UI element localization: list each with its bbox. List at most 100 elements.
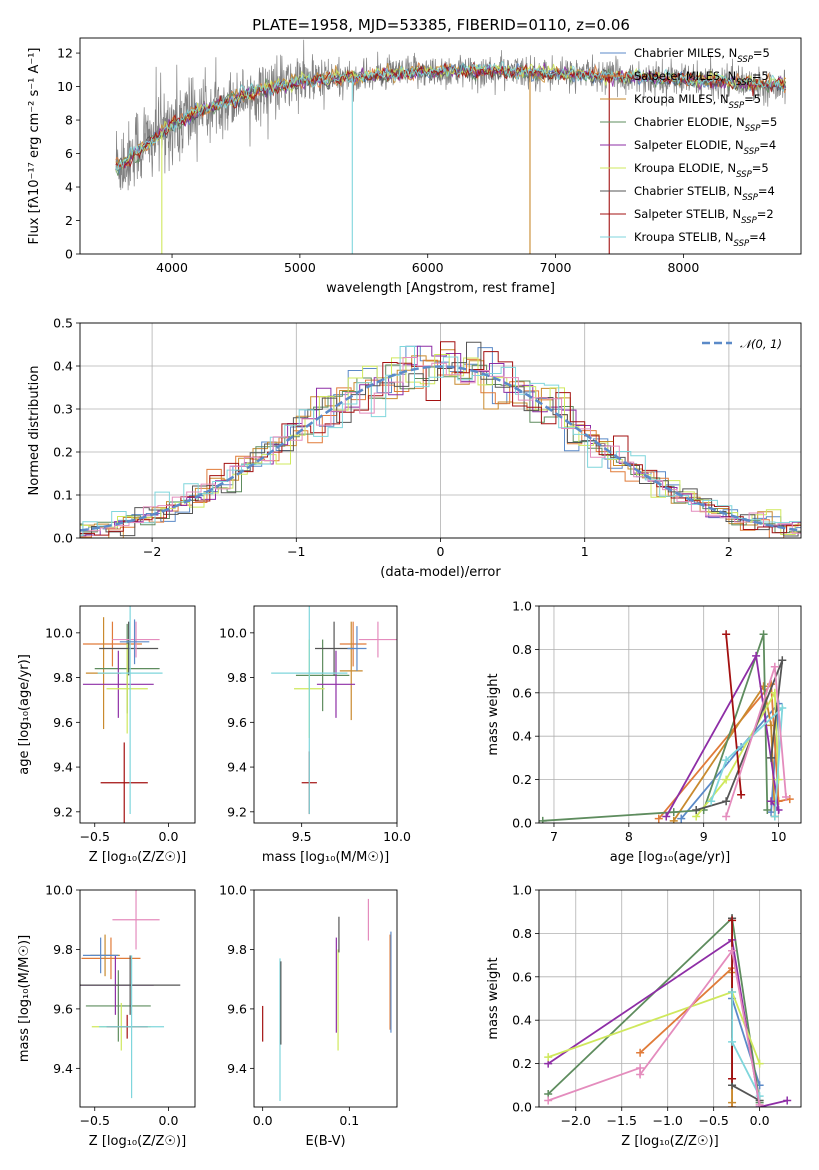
y-tick-label: 10.0 — [219, 625, 247, 640]
series-marker — [770, 662, 779, 671]
mass-weight-vs-Z-panel-plot-area — [544, 914, 792, 1107]
y-tick-label: 9.6 — [227, 1001, 247, 1016]
x-tick-label: 8 — [625, 829, 633, 844]
y-tick-label: 0.0 — [53, 531, 73, 546]
x-axis-label: age [log₁₀(age/yr)] — [610, 850, 731, 865]
y-tick-label: 0.6 — [512, 685, 532, 700]
x-tick-label: −2 — [143, 544, 161, 559]
axes-frame — [538, 889, 802, 1108]
x-tick-label: 0.1 — [339, 1113, 359, 1128]
axes-frame — [79, 37, 802, 255]
y-tick-label: 10.0 — [45, 625, 73, 640]
histogram-step — [80, 354, 801, 535]
axes-frame — [253, 605, 398, 824]
series-line — [710, 705, 784, 817]
histogram-step — [80, 341, 801, 537]
y-tick-label: 8 — [65, 113, 73, 128]
y-tick-label: 9.8 — [53, 942, 73, 957]
x-axis-label: mass [log₁₀(M/M☉)] — [262, 850, 389, 865]
x-tick-label: 0 — [437, 544, 445, 559]
y-tick-label: 0.2 — [512, 1056, 532, 1071]
y-axis-label: Flux [fλ10⁻¹⁷ erg cm⁻² s⁻¹ A⁻¹] — [27, 48, 42, 245]
x-axis-label: Z [log₁₀(Z/Z☉)] — [621, 1134, 718, 1149]
y-tick-label: 10 — [57, 79, 73, 94]
series-marker — [677, 814, 686, 823]
y-tick-label: 0.1 — [53, 488, 73, 503]
x-axis-label: E(B-V) — [305, 1134, 345, 1149]
y-tick-label: 0.4 — [53, 359, 73, 374]
axes-frame — [79, 322, 802, 539]
series-marker — [544, 1096, 553, 1105]
figure-title: PLATE=1958, MJD=53385, FIBERID=0110, z=0… — [252, 16, 630, 34]
mass-vs-EBV-panel: 0.0 0.1 9.4 9.6 9.8 10.0 E(B-V) — [219, 883, 398, 1149]
x-tick-label: 6000 — [412, 260, 444, 275]
series-marker — [669, 816, 678, 823]
series-marker — [728, 1074, 737, 1083]
x-tick-label: 7000 — [540, 260, 572, 275]
mass-weight-vs-age-panel: 7 8 9 10 0.0 0.2 0.4 0.6 0.8 1.0 age [log₁₀(age/yr… — [486, 599, 802, 865]
axes-frame — [79, 889, 196, 1108]
y-tick-label: 0.6 — [512, 969, 532, 984]
y-tick-label: 9.4 — [227, 760, 247, 775]
x-tick-label: 9.5 — [292, 829, 312, 844]
residuals-plot-area — [80, 341, 801, 538]
y-tick-label: 10.0 — [219, 883, 247, 898]
series-marker — [752, 651, 761, 660]
x-tick-label: −1 — [287, 544, 305, 559]
y-axis-label: age [log₁₀(age/yr)] — [17, 654, 32, 775]
y-tick-label: 0.5 — [53, 316, 73, 331]
x-tick-label: 5000 — [284, 260, 316, 275]
y-tick-label: 9.8 — [227, 670, 247, 685]
x-tick-label: 7 — [550, 829, 558, 844]
series-marker — [662, 812, 671, 821]
series-line — [658, 681, 790, 820]
x-tick-label: 0.0 — [253, 1113, 273, 1128]
series-marker — [755, 1092, 764, 1101]
y-tick-label: 9.4 — [227, 1061, 247, 1076]
series-marker — [722, 797, 731, 806]
x-tick-label: 0.0 — [750, 1113, 770, 1128]
y-tick-label: 1.0 — [512, 883, 532, 898]
axes-frame — [79, 605, 196, 824]
series-marker — [722, 630, 731, 639]
x-tick-label: −2.0 — [561, 1113, 591, 1128]
series-marker — [763, 805, 772, 814]
x-tick-label: −1.5 — [607, 1113, 637, 1128]
series-marker — [544, 1053, 553, 1062]
y-tick-label: 0.8 — [512, 642, 532, 657]
y-tick-label: 0.8 — [512, 926, 532, 941]
y-tick-label: 9.2 — [53, 804, 73, 819]
axes-frame — [253, 889, 398, 1108]
series-marker — [759, 630, 768, 639]
x-axis-label: Z [log₁₀(Z/Z☉)] — [89, 1134, 186, 1149]
y-tick-label: 2 — [65, 213, 73, 228]
series-marker — [669, 808, 678, 817]
x-tick-label: 9 — [700, 829, 708, 844]
series-marker — [770, 812, 779, 821]
y-tick-label: 4 — [65, 180, 73, 195]
residuals-panel: −2 −1 0 1 2 0.0 0.1 0.2 0.3 0.4 0.5 (data-model)/er… — [27, 316, 802, 580]
series-marker — [722, 812, 731, 821]
y-tick-label: 9.4 — [53, 760, 73, 775]
series-marker — [722, 756, 731, 765]
y-tick-label: 0.2 — [53, 445, 73, 460]
model-line — [115, 60, 786, 172]
x-tick-label: 8000 — [667, 260, 699, 275]
x-axis-label: Z [log₁₀(Z/Z☉)] — [89, 850, 186, 865]
x-tick-label: 10.0 — [383, 829, 411, 844]
y-tick-label: 0.4 — [512, 1013, 532, 1028]
age-vs-mass-panel: 9.5 10.0 9.2 9.4 9.6 9.8 10.0 mass [log₁₀(M/M☉)… — [219, 605, 411, 865]
y-axis-label: mass weight — [486, 673, 501, 755]
y-tick-label: 9.6 — [53, 1001, 73, 1016]
series-marker — [692, 805, 701, 814]
series-marker — [767, 797, 776, 806]
series-marker — [636, 1070, 645, 1079]
y-axis-label: mass weight — [486, 957, 501, 1039]
series-marker — [728, 1098, 737, 1107]
age-vs-mass-panel-plot-area — [271, 606, 397, 815]
model-line — [115, 62, 787, 171]
spectrum-plot-area — [115, 39, 787, 254]
x-axis-label: (data-model)/error — [380, 565, 501, 580]
y-tick-label: 9.4 — [53, 1061, 73, 1076]
